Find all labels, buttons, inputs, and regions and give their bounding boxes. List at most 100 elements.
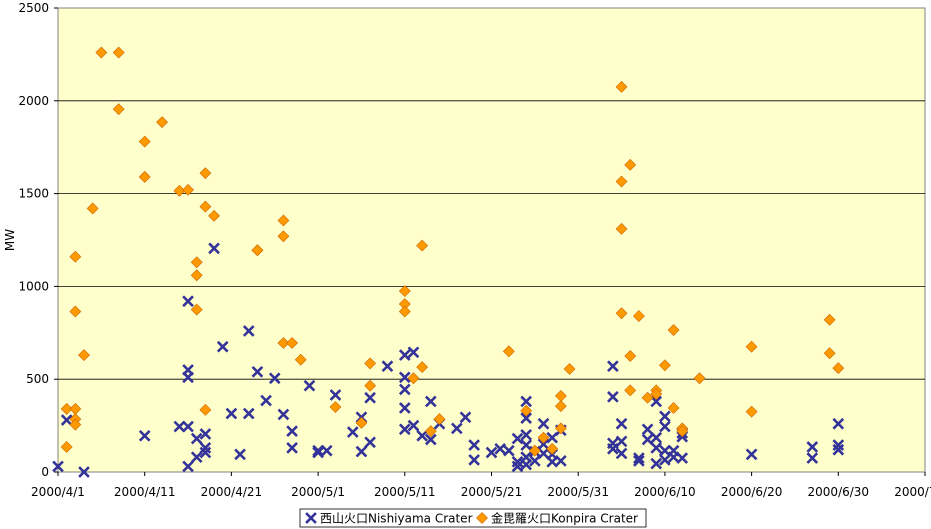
- data-point: [624, 384, 637, 397]
- data-point: [416, 429, 428, 442]
- data-point: [546, 455, 559, 468]
- data-point: [355, 445, 368, 458]
- data-point: [225, 407, 238, 420]
- data-point: [537, 417, 550, 430]
- data-point: [398, 383, 411, 396]
- data-point: [182, 460, 194, 473]
- data-point: [528, 444, 541, 457]
- data-point: [832, 443, 845, 456]
- data-point: [251, 244, 264, 257]
- data-point: [260, 394, 272, 407]
- data-point: [346, 426, 359, 438]
- data-point: [485, 446, 498, 459]
- series-1: [52, 242, 845, 478]
- data-point: [329, 401, 342, 413]
- data-point: [745, 340, 758, 353]
- legend: 西山火口Nishiyama Crater 金毘羅火口Konpira Crater: [299, 508, 647, 528]
- data-point: [650, 395, 663, 408]
- data-point: [641, 423, 654, 436]
- x-tick-label: 2000/6/20: [721, 485, 783, 499]
- x-tick-label: 2000/6/30: [808, 485, 870, 499]
- data-point: [398, 371, 411, 384]
- data-point: [494, 442, 507, 455]
- data-point: [459, 411, 472, 424]
- data-point: [60, 402, 73, 415]
- data-point: [190, 432, 203, 445]
- data-point: [537, 438, 550, 450]
- data-point: [433, 413, 446, 426]
- series-2: [60, 46, 845, 457]
- data-point: [173, 420, 186, 433]
- data-point: [294, 353, 307, 366]
- data-point: [190, 256, 203, 269]
- data-point: [242, 407, 255, 420]
- data-point: [112, 46, 125, 59]
- data-point: [633, 452, 645, 464]
- data-point: [398, 305, 411, 318]
- data-point: [667, 402, 680, 414]
- data-point: [277, 337, 290, 349]
- x-tick-label: 2000/4/11: [114, 485, 176, 499]
- data-point: [190, 303, 203, 316]
- data-point: [659, 410, 671, 423]
- data-point: [407, 419, 420, 432]
- data-point: [520, 412, 533, 425]
- legend-label: 西山火口Nishiyama Crater: [320, 512, 473, 526]
- data-point: [86, 202, 99, 215]
- data-point: [190, 269, 203, 282]
- y-tick-label: 500: [26, 372, 49, 386]
- data-point: [659, 454, 671, 466]
- data-point: [745, 448, 758, 461]
- data-point: [424, 425, 437, 438]
- data-point: [190, 451, 203, 463]
- data-point: [615, 447, 628, 460]
- data-point: [303, 379, 316, 392]
- x-axis-ticks: 2000/4/1 2000/4/11 2000/4/21 2000/5/1 2000/5…: [31, 472, 931, 499]
- data-point: [182, 183, 194, 196]
- data-point: [277, 230, 290, 243]
- data-point: [450, 422, 463, 435]
- data-point: [806, 452, 819, 464]
- x-tick-label: 2000/4/21: [201, 485, 263, 499]
- data-point: [95, 46, 108, 59]
- data-point: [615, 222, 628, 235]
- x-tick-label: 2000/6/10: [634, 485, 696, 499]
- data-point: [398, 349, 411, 361]
- data-point: [398, 285, 411, 297]
- data-point: [216, 340, 229, 353]
- data-point: [563, 363, 576, 375]
- y-tick-label: 1500: [18, 187, 49, 201]
- data-point: [416, 239, 429, 252]
- data-point: [69, 305, 82, 318]
- y-tick-label: 2000: [18, 94, 49, 108]
- data-point: [537, 447, 550, 460]
- data-point: [78, 466, 90, 478]
- data-point: [520, 404, 533, 417]
- data-point: [407, 346, 420, 359]
- data-point: [650, 388, 663, 400]
- data-point: [199, 200, 212, 213]
- y-axis-ticks: 0 500 1000 1500 2000 2500: [18, 1, 58, 479]
- legend-marker: [305, 512, 317, 524]
- data-point: [138, 429, 151, 442]
- data-point: [199, 167, 212, 180]
- data-point: [615, 307, 628, 320]
- data-point: [286, 337, 299, 349]
- data-point: [502, 345, 515, 358]
- data-point: [632, 310, 645, 323]
- data-point: [624, 158, 637, 171]
- data-point: [832, 417, 845, 430]
- data-point: [312, 444, 324, 457]
- data-point: [69, 418, 82, 431]
- x-tick-label: 2000/4/1: [31, 485, 85, 499]
- data-point: [138, 170, 151, 183]
- data-point: [251, 365, 264, 378]
- data-point: [832, 362, 845, 374]
- data-point: [503, 444, 515, 457]
- data-point: [555, 455, 567, 467]
- plot-area: [57, 7, 926, 473]
- legend-label: 金毘羅火口Konpira Crater: [491, 511, 638, 526]
- data-point: [650, 442, 663, 454]
- data-point: [641, 391, 654, 404]
